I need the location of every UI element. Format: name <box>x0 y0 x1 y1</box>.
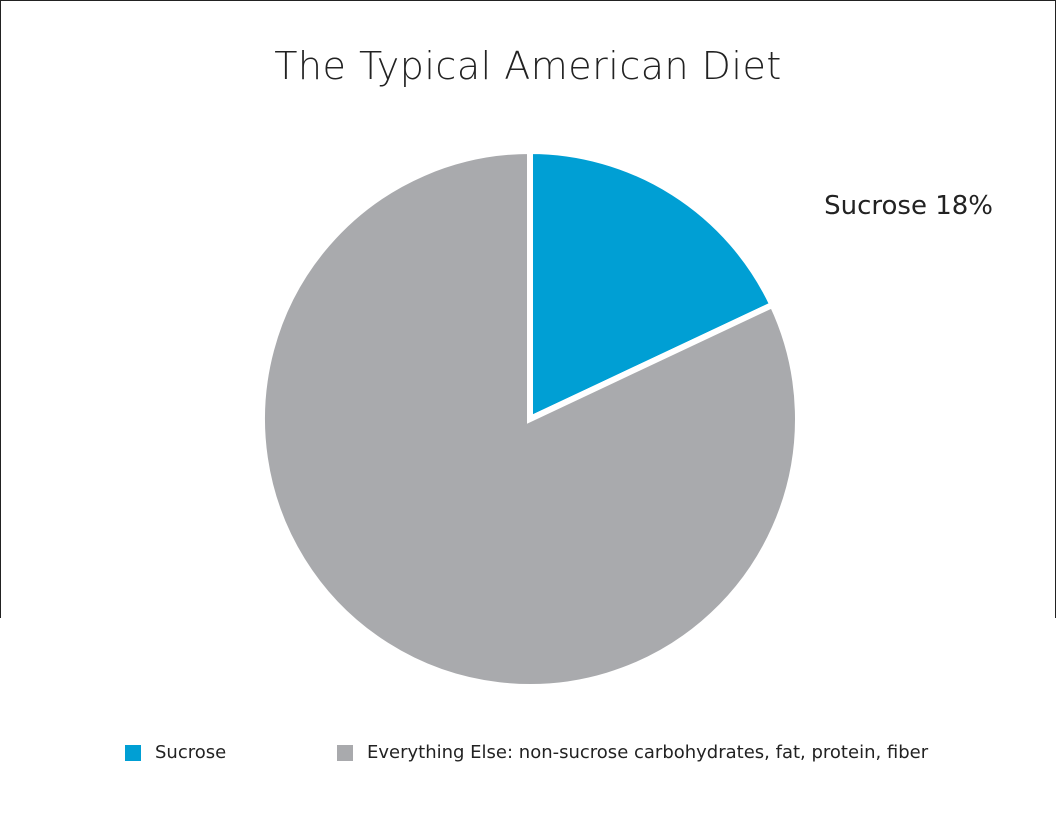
legend: Sucrose Everything Else: non-sucrose car… <box>0 742 1056 766</box>
pie-slice-sucrose <box>527 147 777 424</box>
slice-label-sucrose: Sucrose 18% <box>824 191 993 221</box>
legend-label-everything-else: Everything Else: non-sucrose carbohydrat… <box>367 742 929 763</box>
legend-label-sucrose: Sucrose <box>155 742 227 763</box>
legend-item-everything-else: Everything Else: non-sucrose carbohydrat… <box>337 742 928 763</box>
chart-title: The Typical American Diet <box>274 44 782 88</box>
legend-item-sucrose: Sucrose <box>125 742 226 763</box>
pie-slice-everything-else <box>259 147 801 690</box>
legend-swatch-everything-else <box>337 744 353 761</box>
legend-swatch-sucrose <box>125 744 141 761</box>
